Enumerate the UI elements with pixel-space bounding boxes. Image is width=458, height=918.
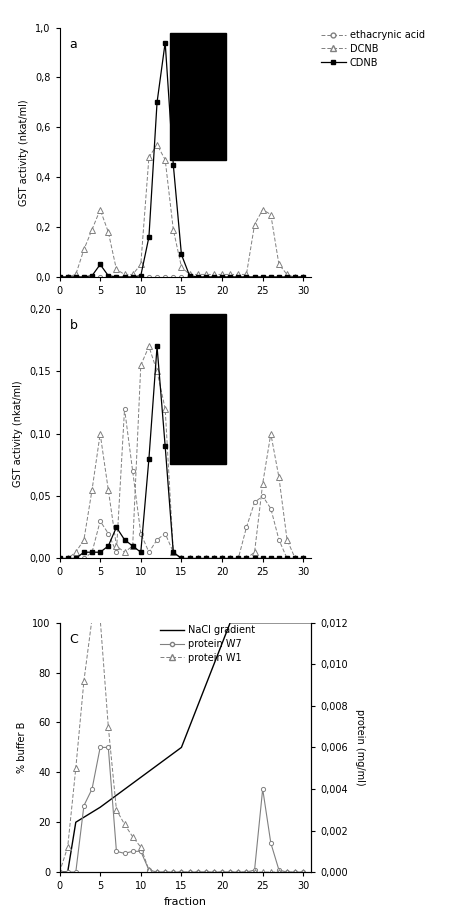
Legend: NaCl gradient, protein W7, protein W1: NaCl gradient, protein W7, protein W1 (160, 625, 256, 663)
Legend: ethacrynic acid, DCNB, CDNB: ethacrynic acid, DCNB, CDNB (322, 30, 425, 68)
Text: b: b (70, 319, 77, 332)
Y-axis label: % buffer B: % buffer B (16, 722, 27, 773)
X-axis label: fraction: fraction (164, 897, 207, 907)
Bar (170, 314, 226, 464)
Text: C: C (70, 633, 78, 645)
Y-axis label: GST activity (nkat/ml): GST activity (nkat/ml) (13, 380, 23, 487)
Y-axis label: protein (mg/ml): protein (mg/ml) (355, 709, 365, 786)
Text: a: a (70, 38, 77, 50)
Bar (170, 32, 226, 160)
Y-axis label: GST activity (nkat/ml): GST activity (nkat/ml) (19, 99, 29, 206)
